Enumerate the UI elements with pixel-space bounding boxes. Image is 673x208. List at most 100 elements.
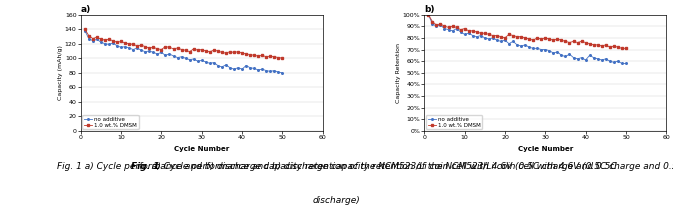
- 1.0 wt.% DMSM: [117, 40, 125, 43]
- no additive: [444, 28, 452, 31]
- 1.0 wt.% DMSM: [133, 45, 141, 47]
- no additive: [472, 35, 481, 38]
- no additive: [586, 54, 594, 57]
- 1.0 wt.% DMSM: [590, 44, 598, 46]
- 1.0 wt.% DMSM: [569, 40, 577, 43]
- Text: Fig. 1: Fig. 1: [131, 162, 160, 171]
- no additive: [598, 59, 606, 61]
- 1.0 wt.% DMSM: [174, 47, 182, 49]
- Legend: no additive, 1.0 wt.% DMSM: no additive, 1.0 wt.% DMSM: [82, 115, 139, 129]
- no additive: [113, 45, 121, 47]
- no additive: [117, 46, 125, 48]
- no additive: [602, 58, 610, 60]
- Line: 1.0 wt.% DMSM: 1.0 wt.% DMSM: [83, 28, 283, 59]
- no additive: [262, 69, 271, 72]
- 1.0 wt.% DMSM: [267, 55, 275, 57]
- 1.0 wt.% DMSM: [432, 24, 440, 26]
- 1.0 wt.% DMSM: [581, 41, 590, 44]
- 1.0 wt.% DMSM: [622, 47, 630, 50]
- no additive: [452, 27, 460, 30]
- no additive: [493, 39, 501, 41]
- no additive: [436, 24, 444, 26]
- no additive: [129, 48, 137, 51]
- 1.0 wt.% DMSM: [258, 54, 267, 57]
- Legend: no additive, 1.0 wt.% DMSM: no additive, 1.0 wt.% DMSM: [426, 115, 482, 129]
- no additive: [501, 39, 509, 41]
- 1.0 wt.% DMSM: [238, 52, 246, 54]
- 1.0 wt.% DMSM: [141, 45, 149, 48]
- 1.0 wt.% DMSM: [444, 26, 452, 29]
- no additive: [210, 61, 218, 64]
- 1.0 wt.% DMSM: [541, 37, 549, 39]
- Line: no additive: no additive: [84, 30, 283, 74]
- no additive: [565, 53, 573, 55]
- no additive: [145, 50, 153, 52]
- 1.0 wt.% DMSM: [485, 33, 493, 36]
- 1.0 wt.% DMSM: [618, 47, 626, 50]
- no additive: [549, 52, 557, 54]
- Text: a): a): [81, 5, 91, 14]
- no additive: [460, 33, 468, 36]
- no additive: [89, 40, 97, 42]
- 1.0 wt.% DMSM: [493, 34, 501, 37]
- no additive: [577, 56, 586, 59]
- no additive: [81, 29, 89, 32]
- no additive: [610, 61, 618, 64]
- no additive: [561, 55, 569, 58]
- no additive: [428, 23, 436, 25]
- 1.0 wt.% DMSM: [460, 27, 468, 30]
- 1.0 wt.% DMSM: [525, 38, 533, 40]
- 1.0 wt.% DMSM: [610, 45, 618, 47]
- Text: a) Cycle performance and b) discharge capacity retention of the NCM523/Li coin c: a) Cycle performance and b) discharge ca…: [149, 162, 673, 171]
- 1.0 wt.% DMSM: [129, 43, 137, 46]
- no additive: [525, 46, 533, 48]
- no additive: [517, 45, 525, 47]
- 1.0 wt.% DMSM: [262, 56, 271, 58]
- no additive: [481, 37, 489, 39]
- no additive: [590, 56, 598, 59]
- no additive: [456, 31, 464, 33]
- no additive: [226, 67, 234, 69]
- 1.0 wt.% DMSM: [166, 46, 174, 48]
- 1.0 wt.% DMSM: [162, 45, 170, 48]
- 1.0 wt.% DMSM: [428, 20, 436, 23]
- no additive: [476, 34, 485, 37]
- no additive: [238, 68, 246, 70]
- 1.0 wt.% DMSM: [145, 47, 153, 49]
- no additive: [614, 60, 622, 62]
- 1.0 wt.% DMSM: [565, 41, 573, 44]
- 1.0 wt.% DMSM: [121, 42, 129, 44]
- no additive: [125, 47, 133, 49]
- no additive: [85, 37, 93, 40]
- 1.0 wt.% DMSM: [149, 46, 157, 48]
- 1.0 wt.% DMSM: [250, 54, 258, 57]
- 1.0 wt.% DMSM: [101, 39, 109, 41]
- no additive: [222, 64, 230, 66]
- 1.0 wt.% DMSM: [549, 39, 557, 41]
- no additive: [101, 42, 109, 45]
- no additive: [170, 55, 178, 57]
- 1.0 wt.% DMSM: [93, 36, 101, 38]
- 1.0 wt.% DMSM: [113, 41, 121, 43]
- 1.0 wt.% DMSM: [513, 35, 521, 38]
- no additive: [541, 48, 549, 51]
- 1.0 wt.% DMSM: [230, 51, 238, 54]
- 1.0 wt.% DMSM: [222, 52, 230, 54]
- 1.0 wt.% DMSM: [153, 48, 162, 50]
- 1.0 wt.% DMSM: [157, 48, 166, 51]
- Y-axis label: Capacity (mAh/g): Capacity (mAh/g): [59, 45, 63, 100]
- 1.0 wt.% DMSM: [557, 39, 565, 41]
- 1.0 wt.% DMSM: [182, 49, 190, 51]
- 1.0 wt.% DMSM: [206, 50, 214, 53]
- 1.0 wt.% DMSM: [170, 48, 178, 50]
- 1.0 wt.% DMSM: [561, 40, 569, 43]
- no additive: [424, 13, 432, 16]
- 1.0 wt.% DMSM: [598, 45, 606, 47]
- 1.0 wt.% DMSM: [242, 53, 250, 55]
- no additive: [174, 56, 182, 59]
- no additive: [622, 62, 630, 65]
- no additive: [606, 60, 614, 62]
- no additive: [279, 72, 287, 74]
- 1.0 wt.% DMSM: [452, 26, 460, 29]
- 1.0 wt.% DMSM: [194, 49, 202, 51]
